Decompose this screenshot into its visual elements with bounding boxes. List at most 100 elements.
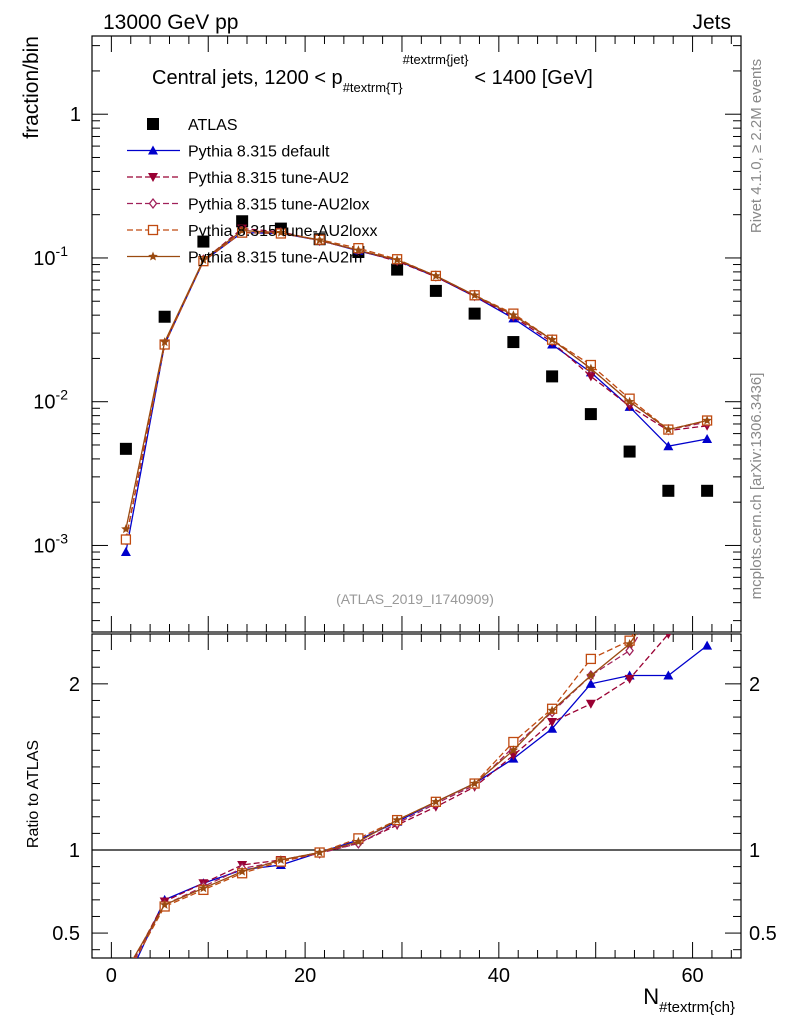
x-axis-title-sub: #textrm{ch} <box>659 999 735 1016</box>
ratio-point-au2m <box>547 705 557 715</box>
ratio-point-default <box>663 670 674 680</box>
ratio-series-layer <box>121 513 713 987</box>
legend-label: Pythia 8.315 tune-AU2loxx <box>188 223 377 240</box>
ratio-point-default <box>585 678 596 688</box>
legend-label: Pythia 8.315 tune-AU2 <box>188 170 349 187</box>
data-point-au2m <box>508 310 519 320</box>
data-point-default <box>702 434 713 444</box>
side-label-mcplots: mcplots.cern.ch [arXiv:1306.3436] <box>748 373 765 600</box>
data-point-au2m <box>663 424 674 434</box>
data-point-au2m <box>624 396 635 406</box>
x-axis-title-main: N <box>643 984 659 1009</box>
data-point-default <box>120 547 131 557</box>
data-point-au2m <box>276 227 286 237</box>
legend-item-au2m: Pythia 8.315 tune-AU2m <box>127 250 362 267</box>
ratio-point-au2m <box>586 670 596 680</box>
y-tick-label-main: 10-3 <box>33 530 68 557</box>
ratio-point-default <box>702 640 713 650</box>
legend-item-au2loxx: Pythia 8.315 tune-AU2loxx <box>127 223 377 240</box>
ratio-point-au2lox <box>665 580 672 589</box>
data-point-au2loxx <box>120 534 132 545</box>
x-tick-label: 20 <box>294 965 316 987</box>
ratio-point-au2loxx <box>664 563 673 572</box>
ratio-point-au2loxx <box>508 736 519 748</box>
analysis-label: (ATLAS_2019_I1740909) <box>336 591 494 607</box>
ratio-panel-frame <box>91 633 742 959</box>
plot-title-tail: < 1400 [GeV] <box>474 67 592 89</box>
ratio-line-au2lox <box>134 634 641 958</box>
data-point-atlas <box>429 284 442 297</box>
ratio-point-au2 <box>585 699 596 709</box>
plot-title-sub: #textrm{T} <box>343 80 404 95</box>
data-point-atlas <box>197 235 210 248</box>
legend-item-atlas: ATLAS <box>147 117 238 134</box>
data-point-au2m <box>353 245 364 255</box>
ratio-point-au2m <box>159 899 170 909</box>
y-tick-label-ratio: 1 <box>69 840 80 862</box>
data-point-au2m <box>198 254 209 264</box>
legend-label: Pythia 8.315 default <box>188 144 330 161</box>
legend-label: Pythia 8.315 tune-AU2m <box>188 250 362 267</box>
x-axis-title: N#textrm{ch} <box>643 984 735 1016</box>
ratio-point-au2loxx <box>121 972 130 981</box>
series-line-au2loxx <box>125 231 708 540</box>
data-point-au2m <box>702 415 712 425</box>
ratio-point-au2m <box>702 529 712 538</box>
data-point-atlas <box>236 215 249 228</box>
header-right: Jets <box>692 11 731 34</box>
y-tick-label-ratio: 2 <box>69 674 80 696</box>
ratio-line-au2 <box>133 634 670 958</box>
data-point-atlas <box>701 484 714 497</box>
main-panel-frame <box>91 35 742 633</box>
ratio-point-au2lox <box>625 645 634 657</box>
y-tick-label-ratio: 0.5 <box>52 923 80 945</box>
x-tick-label: 0 <box>106 965 117 987</box>
ratio-point-au2m <box>664 579 674 588</box>
y-tick-label-ratio-right: 1 <box>749 840 760 862</box>
side-label-rivet: Rivet 4.1.0, ≥ 2.2M events <box>748 59 765 233</box>
header-left: 13000 GeV pp <box>103 11 238 34</box>
legend-item-default: Pythia 8.315 default <box>127 144 330 161</box>
legend: ATLAS Pythia 8.315 default Pythia 8.315 tu… <box>127 117 377 267</box>
ratio-point-default <box>121 978 131 987</box>
ratio-point-au2m <box>198 883 209 893</box>
ratio-point-au2m <box>431 796 441 806</box>
data-point-atlas <box>623 445 636 458</box>
ratio-line-au2loxx <box>135 634 634 958</box>
data-point-atlas <box>158 310 171 323</box>
ratio-point-au2m <box>469 778 480 788</box>
main-axis-ticks: 10-3 10-2 10-1 1 <box>33 36 741 632</box>
ratio-point-au2lox <box>122 970 129 979</box>
ratio-point-au2lox <box>704 530 711 539</box>
ratio-point-au2m <box>314 847 325 857</box>
ratio-point-default <box>547 723 558 733</box>
data-point-au2m <box>314 235 325 245</box>
ratio-point-au2 <box>547 718 558 728</box>
data-point-atlas <box>507 336 520 349</box>
series-line-au2lox <box>125 229 708 540</box>
data-point-atlas <box>584 408 597 421</box>
data-point-au2m <box>586 363 596 373</box>
ratio-point-au2 <box>121 971 131 980</box>
ratio-point-au2 <box>702 580 712 589</box>
data-point-atlas <box>662 484 675 497</box>
x-tick-label: 60 <box>681 965 703 987</box>
data-point-au2m <box>121 524 131 534</box>
data-point-default <box>663 441 674 451</box>
y-tick-label-main: 10-2 <box>33 387 68 414</box>
data-point-au2m <box>159 337 170 347</box>
ratio-line-au2m <box>132 634 637 958</box>
legend-item-au2: Pythia 8.315 tune-AU2 <box>127 170 349 187</box>
ratio-point-au2m <box>237 866 247 876</box>
ratio-point-au2m <box>508 745 519 755</box>
data-point-atlas <box>391 263 404 276</box>
plot-title-main: Central jets, 1200 < p <box>152 67 343 89</box>
legend-item-au2lox: Pythia 8.315 tune-AU2lox <box>127 197 369 214</box>
x-tick-label: 40 <box>488 965 510 987</box>
ratio-point-au2m <box>624 639 635 648</box>
series-line-default <box>125 231 708 553</box>
data-point-atlas <box>468 307 481 320</box>
legend-label: Pythia 8.315 tune-AU2lox <box>188 197 369 214</box>
ratio-point-au2loxx <box>703 513 712 522</box>
